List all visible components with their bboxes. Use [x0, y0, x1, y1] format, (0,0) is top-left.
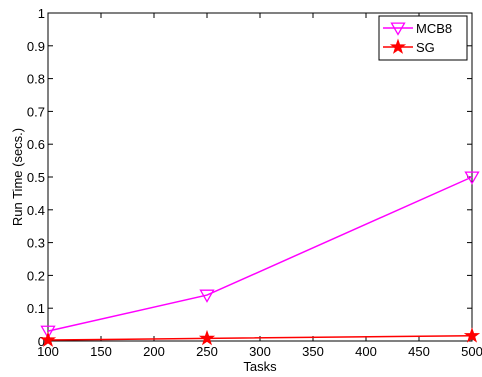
plot-area [47, 12, 473, 342]
x-tick-label: 200 [143, 344, 165, 359]
y-tick-label: 0.9 [27, 39, 45, 54]
series-sg [39, 327, 481, 347]
data-point-mcb8 [464, 171, 480, 185]
x-axis-label: Tasks [243, 359, 277, 374]
legend-label: SG [416, 40, 435, 55]
x-tick-label: 250 [196, 344, 218, 359]
data-point-mcb8 [199, 289, 215, 303]
plot-frame [47, 12, 473, 342]
y-axis-label: Run Time (secs.) [10, 128, 25, 226]
y-tick-label: 0.4 [27, 203, 45, 218]
legend-label: MCB8 [416, 21, 452, 36]
x-tick-label: 350 [302, 344, 324, 359]
legend-marker [389, 38, 407, 54]
data-point-sg [39, 331, 57, 347]
y-tick-label: 0.5 [27, 170, 45, 185]
y-tick-label: 1 [38, 6, 45, 21]
x-tick-label: 100 [37, 344, 59, 359]
y-tick-label: 0.8 [27, 72, 45, 87]
data-point-mcb8 [40, 325, 56, 339]
series-line-mcb8 [47, 176, 473, 332]
series-mcb8 [40, 171, 480, 339]
x-tick-label: 150 [90, 344, 112, 359]
y-tick-label: 0 [38, 334, 45, 349]
series-layer [39, 171, 481, 347]
legend-item-mcb8: MCB8 [383, 21, 452, 36]
x-tick-label: 450 [408, 344, 430, 359]
x-tick-label: 300 [249, 344, 271, 359]
legend: MCB8 SG [378, 15, 468, 61]
y-tick-label: 0.7 [27, 104, 45, 119]
y-tick-label: 0.2 [27, 268, 45, 283]
data-point-sg [198, 329, 216, 346]
legend-item-sg: SG [383, 38, 435, 55]
y-tick-label: 0.3 [27, 236, 45, 251]
y-tick-label: 0.1 [27, 301, 45, 316]
x-tick-label: 400 [355, 344, 377, 359]
data-point-sg [463, 327, 481, 343]
y-axis-ticks: 0 0.1 0.2 0.3 0.4 0.5 0.6 0.7 0.8 0.9 1 [27, 6, 472, 349]
legend-marker [390, 22, 406, 36]
y-tick-label: 0.6 [27, 137, 45, 152]
x-tick-label: 500 [461, 344, 482, 359]
